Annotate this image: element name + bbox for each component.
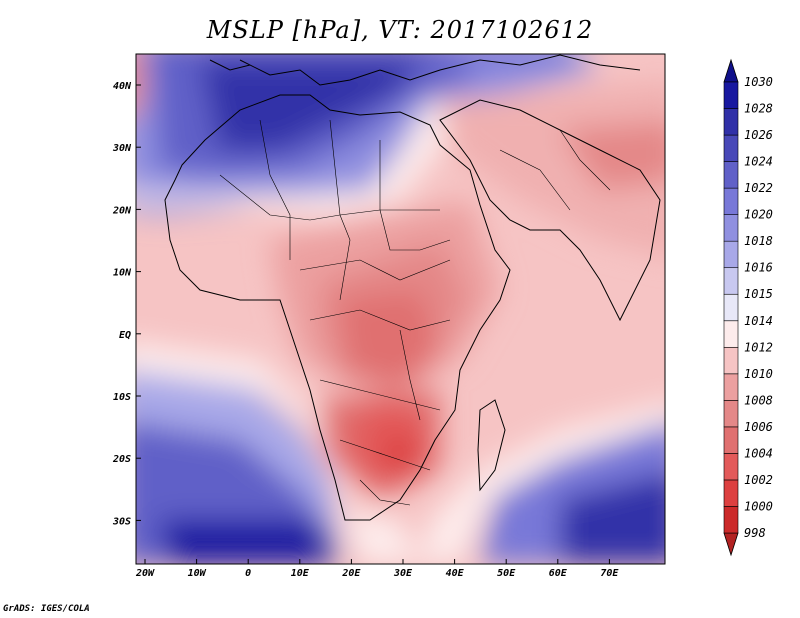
plot-frame [135, 53, 666, 565]
colorbar-high-arrow [723, 58, 739, 83]
lon-tick-label: 20W [135, 568, 155, 579]
colorbar-segment [723, 453, 739, 481]
colorbar-level-label: 1015 [744, 287, 773, 301]
grads-credit: GrADS: IGES/COLA [3, 604, 90, 614]
colorbar-segment [723, 346, 739, 375]
colorbar-level-label: 1008 [744, 393, 773, 407]
lon-tick-label: 10W [188, 568, 207, 579]
lat-tick-label: 10S [113, 392, 131, 403]
colorbar-level-label: 1020 [744, 208, 773, 222]
lon-tick-label: 40E [446, 568, 465, 579]
colorbar-level-label: 1024 [744, 155, 773, 169]
colorbar-segment [723, 400, 739, 428]
colorbar-level-label: 1002 [744, 473, 773, 487]
colorbar-level-label: 1016 [744, 261, 773, 275]
colorbar-level-label: 1006 [744, 420, 773, 434]
colorbar-level-label: 1012 [744, 340, 773, 354]
colorbar-segment [723, 108, 739, 136]
colorbar-segment [723, 240, 739, 269]
lon-tick-label: 10E [291, 568, 310, 579]
colorbar-level-label: 998 [744, 526, 766, 540]
colorbar-segment [723, 426, 739, 454]
lat-tick-label: 30S [112, 516, 131, 527]
map-title: MSLP [hPa], VT: 2017102612 [206, 16, 594, 44]
lon-tick-label: 30E [393, 568, 413, 579]
lon-tick-label: 20E [341, 568, 361, 579]
colorbar-segment [723, 506, 739, 534]
colorbar-segment [723, 214, 739, 242]
lat-tick-label: 20N [112, 205, 132, 216]
colorbar-level-label: 1018 [744, 234, 773, 248]
colorbar-segment [723, 293, 739, 322]
coastlines [164, 54, 661, 521]
colorbar-level-label: 1004 [744, 446, 773, 460]
colorbar-segment [723, 267, 739, 295]
colorbar-level-label: 1022 [744, 181, 773, 195]
colorbar-level-label: 1014 [744, 314, 773, 328]
country-borders [219, 119, 611, 506]
colorbar-level-label: 1000 [744, 499, 773, 513]
colorbar-segment [723, 81, 739, 109]
lat-tick-label: EQ [119, 330, 131, 341]
colorbar-level-label: 1026 [744, 128, 773, 142]
lon-tick-label: 50E [497, 568, 516, 579]
latitude-axis: 40N 30N 20N 10N EQ 10S 20S 30S [112, 81, 141, 527]
longitude-axis: 20W 10W 0 10E 20E 30E 40E 50E 60E 70E [135, 559, 619, 579]
lon-tick-label: 0 [245, 568, 251, 579]
lon-tick-label: 70E [600, 568, 619, 579]
colorbar-segment [723, 320, 739, 348]
colorbar-segment [723, 479, 739, 507]
colorbar-low-arrow [723, 532, 739, 557]
colorbar-segment [723, 161, 739, 189]
colorbar-level-label: 1028 [744, 102, 773, 116]
colorbar-level-label: 1010 [744, 367, 773, 381]
colorbar-legend: 998 1000 1002 1004 1006 1008 1010 1012 1014 1015 1… [723, 58, 773, 557]
colorbar-segment [723, 373, 739, 401]
colorbar-level-label: 1030 [744, 75, 773, 89]
colorbar-segment [723, 134, 739, 162]
lon-tick-label: 60E [549, 568, 568, 579]
lat-tick-label: 30N [112, 143, 132, 154]
lat-tick-label: 40N [113, 81, 132, 92]
lat-tick-label: 20S [112, 454, 131, 465]
lat-tick-label: 10N [113, 268, 132, 279]
colorbar-segment [723, 187, 739, 215]
pressure-field [136, 54, 665, 564]
